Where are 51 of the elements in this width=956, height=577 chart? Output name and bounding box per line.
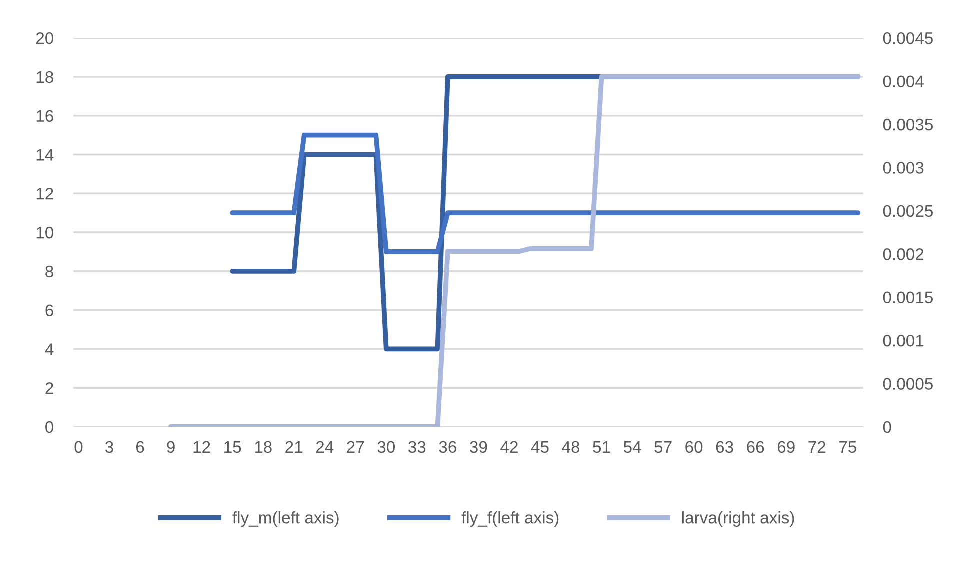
x-tick-label: 57 [654,441,672,454]
x-tick-label: 66 [747,441,764,454]
legend-label: fly_f(left axis) [462,512,559,528]
y2-tick-label: 0.0005 [883,378,933,390]
legend-label: larva(right axis) [682,512,794,528]
y2-tick-label: 0.001 [883,334,924,347]
y-tick-label: 14 [36,149,54,161]
x-tick-label: 24 [316,441,334,453]
y-tick-label: 4 [45,344,54,356]
y-tick-label: 6 [46,304,54,317]
x-tick-label: 18 [255,441,272,454]
x-tick-label: 48 [562,441,580,454]
y-tick-label: 10 [36,226,54,239]
line-series [168,74,861,427]
y-tick-label: 8 [46,266,54,278]
x-tick-label: 0 [74,441,83,454]
y-tick-label: 18 [36,71,54,84]
y-tick-label: 16 [36,110,54,122]
x-tick-label: 51 [593,441,610,454]
y2-tick-label: 0.0015 [883,292,933,304]
y-tick-label: 20 [36,32,54,44]
y-tick-label: 0 [46,421,54,434]
x-tick-label: 12 [194,441,210,453]
x-tick-label: 60 [686,441,703,454]
y2-tick-label: 0.0045 [883,32,933,44]
y2-tick-label: 0.003 [883,162,924,174]
x-tick-label: 3 [106,441,114,454]
x-tick-label: 9 [167,441,175,454]
x-tick-label: 45 [531,441,549,454]
x-tick-label: 15 [224,441,242,454]
y-tick-label: 2 [46,382,54,394]
x-tick-label: 54 [624,441,642,454]
y2-tick-label: 0.0035 [883,118,933,131]
x-tick-label: 36 [439,441,456,454]
x-tick-label: 6 [136,441,144,454]
y2-tick-label: 0 [883,421,892,434]
y-tick-label: 12 [36,188,54,200]
x-tick-label: 33 [408,441,426,454]
legend-label: fly_m(left axis) [232,512,339,528]
x-tick-label: 30 [378,441,396,454]
x-tick-label: 39 [470,441,488,454]
x-tick-label: 72 [808,441,826,453]
x-tick-label: 27 [347,441,364,453]
x-tick-label: 75 [839,441,856,454]
y2-tick-label: 0.002 [883,248,924,260]
x-tick-label: 21 [286,441,303,453]
x-tick-label: 63 [716,441,734,454]
y2-tick-label: 0.0025 [883,205,933,218]
x-tick-label: 69 [778,441,795,454]
y2-tick-label: 0.004 [883,76,924,88]
x-tick-label: 42 [500,441,518,453]
